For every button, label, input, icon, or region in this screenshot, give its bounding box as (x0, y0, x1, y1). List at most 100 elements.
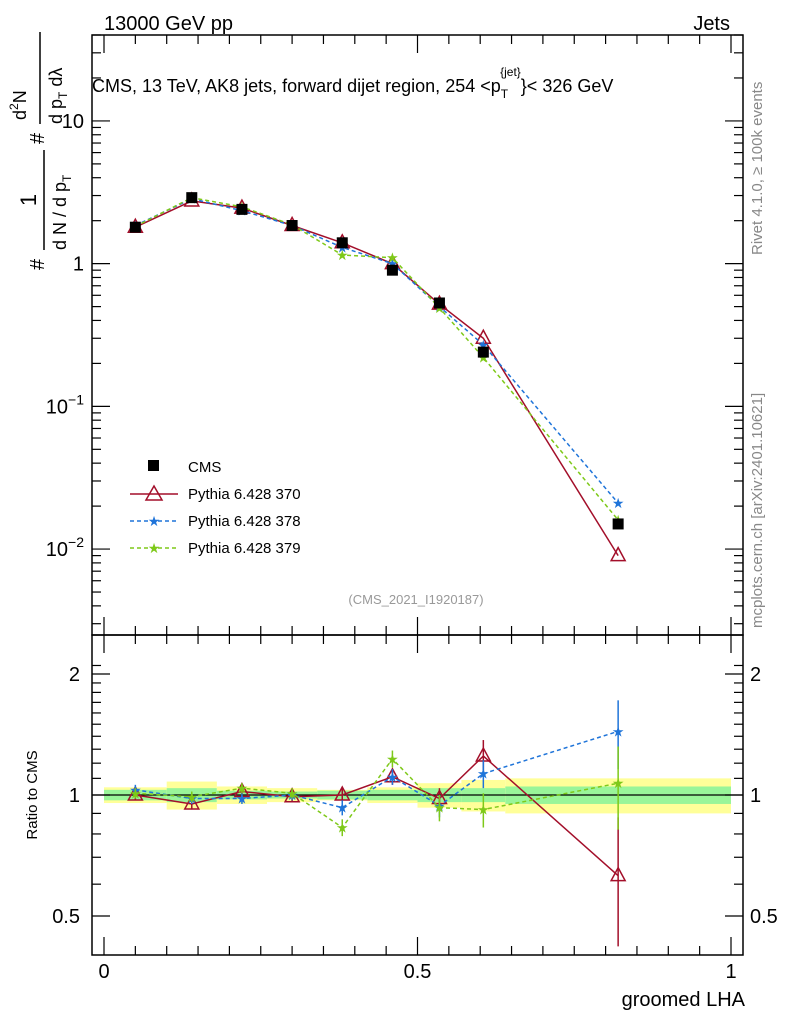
y-tick-label: 10−2 (46, 534, 84, 561)
cms-point (386, 264, 398, 276)
y-tick-label: 10−1 (46, 391, 84, 418)
ratio-tick-label: 2 (69, 664, 80, 686)
header-left: 13000 GeV pp (104, 13, 233, 35)
ratio-point-378: ★ (612, 723, 625, 739)
ylabel-hash2: # (27, 132, 49, 144)
ratio-point-378: ★ (236, 791, 249, 807)
watermark: (CMS_2021_I1920187) (348, 592, 483, 607)
legend: CMS Pythia 6.428 370 ★ Pythia 6.428 378 … (130, 459, 301, 557)
rivet-label: Rivet 4.1.0, ≥ 100k events (749, 82, 766, 255)
y-axis-label: # 1 d N / d pT # d2N d pT dλ (7, 32, 74, 270)
header-right: Jets (693, 13, 730, 35)
legend-marker-378: ★ (148, 513, 161, 529)
chart-title: CMS, 13 TeV, AK8 jets, forward dijet reg… (92, 65, 613, 101)
legend-marker-cms (148, 460, 159, 471)
x-tick-label: 1 (725, 961, 736, 983)
ratio-point-379: ★ (286, 785, 299, 801)
ratio-tick-label-right: 2 (750, 664, 761, 686)
series-point-378: ★ (612, 495, 625, 511)
y-tick-label-exp: −2 (68, 534, 84, 550)
svg-text:#: # (27, 258, 49, 270)
legend-marker-379: ★ (148, 540, 161, 556)
ratio-point-379: ★ (236, 780, 249, 796)
y-tick-label-base: 10 (62, 111, 84, 133)
ylabel-den: d N / d p (50, 182, 70, 250)
cms-point (129, 221, 141, 233)
mcplots-label: mcplots.cern.ch [arXiv:2401.10621] (749, 393, 766, 628)
cms-point (186, 192, 198, 204)
ratio-point-379: ★ (386, 751, 399, 767)
ratio-point-379: ★ (612, 775, 625, 791)
title-tail: }< 326 GeV (521, 76, 614, 96)
ylabel-hash1: # (27, 258, 49, 270)
ratio-line-378 (135, 730, 619, 809)
y-tick-label-base: 10 (46, 539, 68, 561)
series-point-370 (475, 328, 492, 345)
series-point-370 (609, 546, 627, 562)
svg-text:d2N: d2N (7, 90, 30, 120)
x-tick-label: 0 (98, 961, 109, 983)
cms-point (236, 203, 248, 215)
ratio-point-378: ★ (477, 766, 490, 782)
ratio-tick-label-right: 0.5 (750, 906, 778, 928)
y-tick-label-base: 1 (73, 254, 84, 276)
ylabel-den-sub: T (60, 174, 74, 182)
ratio-tick-label-right: 1 (750, 785, 761, 807)
ratio-point-379: ★ (336, 820, 349, 836)
ratio-tick-label: 0.5 (52, 906, 80, 928)
svg-text:#: # (27, 132, 49, 144)
ratio-point-379: ★ (433, 800, 446, 816)
ratio-point-370 (183, 794, 201, 810)
ylabel-den2: d p (46, 99, 66, 124)
svg-text:1: 1 (16, 194, 41, 206)
ratio-point-378: ★ (386, 769, 399, 785)
legend-marker-370 (144, 484, 164, 501)
cms-point (286, 220, 298, 232)
ylabel-num: d (10, 110, 30, 120)
legend-label-379: Pythia 6.428 379 (188, 540, 301, 557)
ratio-axis-ticks: 2 2 1 1 0.5 0.5 (52, 664, 778, 928)
ylabel-den2-tail: dλ (46, 68, 66, 92)
series-line-378 (135, 197, 619, 504)
ratio-point-370 (334, 785, 351, 801)
y-tick-label: 1 (73, 254, 84, 276)
y-tick-label-base: 10 (46, 396, 68, 418)
legend-label-370: Pythia 6.428 370 (188, 486, 301, 503)
svg-text:d pT dλ: d pT dλ (46, 68, 70, 124)
ratio-point-379: ★ (129, 785, 142, 801)
series-point-379: ★ (336, 247, 349, 263)
title-sup: {jet} (500, 65, 521, 79)
y-tick-label-exp: −1 (68, 391, 84, 407)
ratio-y-label: Ratio to CMS (24, 750, 41, 839)
cms-point (477, 346, 489, 358)
ylabel-den2-sub: T (56, 91, 70, 99)
ratio-line-370 (135, 755, 619, 877)
ratio-point-370 (609, 866, 627, 882)
legend-label-cms: CMS (188, 459, 221, 476)
x-axis-ticks: 0 0.5 1 (98, 35, 737, 983)
title-text: CMS, 13 TeV, AK8 jets, forward dijet reg… (92, 76, 501, 96)
cms-point (433, 297, 445, 309)
svg-text:d N / d pT: d N / d pT (50, 174, 74, 250)
ylabel-one: 1 (16, 194, 41, 206)
x-tick-label: 0.5 (404, 961, 432, 983)
series-point-379: ★ (386, 250, 399, 266)
ratio-series: ★★ ★ ★★★★★★★ ★★ ★★★★ ★★ (127, 700, 627, 947)
ratio-tick-label: 1 (69, 785, 80, 807)
ratio-panel: ★★ ★ ★★★★★★★ ★★ ★★★★ ★★ 2 2 1 1 0.5 0.5 Ratio to C… (24, 634, 778, 956)
ratio-point-378: ★ (336, 800, 349, 816)
ylabel-num-sup: 2 (7, 103, 21, 110)
title-sub: T (501, 87, 509, 101)
x-axis-label: groomed LHA (622, 989, 746, 1011)
main-series: ★★★★★★★★★★★★★★★★★★ (127, 190, 627, 562)
cms-point (612, 518, 624, 530)
ylabel-num-tail: N (10, 90, 30, 103)
cms-point (336, 237, 348, 249)
legend-label-378: Pythia 6.428 378 (188, 513, 301, 530)
y-tick-label: 10 (62, 111, 84, 133)
ratio-point-379: ★ (477, 802, 490, 818)
ratio-point-379: ★ (185, 789, 198, 805)
